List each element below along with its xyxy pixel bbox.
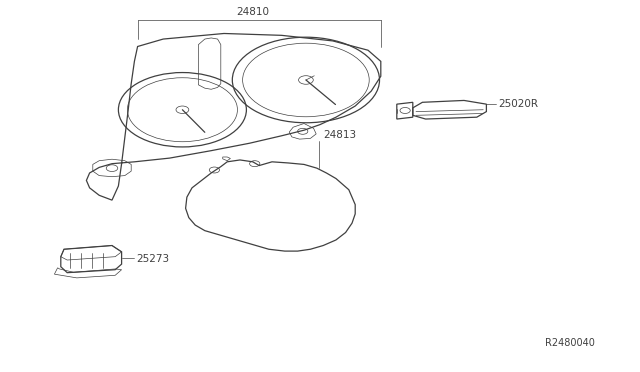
Text: R2480040: R2480040	[545, 338, 595, 348]
Text: 25020R: 25020R	[498, 99, 538, 109]
Text: 24810: 24810	[236, 7, 269, 17]
Text: 24813: 24813	[323, 129, 356, 140]
Text: 25273: 25273	[136, 254, 170, 263]
